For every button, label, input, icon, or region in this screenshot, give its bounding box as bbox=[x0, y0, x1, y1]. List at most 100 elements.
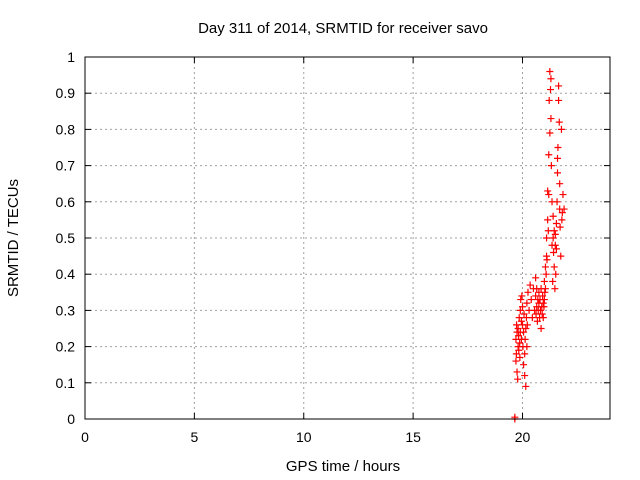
data-point bbox=[549, 277, 557, 285]
data-point bbox=[551, 241, 559, 249]
data-point bbox=[552, 245, 560, 253]
data-points bbox=[511, 67, 568, 423]
data-point bbox=[550, 263, 558, 271]
data-point bbox=[521, 335, 529, 343]
data-point bbox=[550, 248, 558, 256]
data-point bbox=[523, 321, 531, 329]
data-point bbox=[520, 310, 528, 318]
data-point bbox=[544, 227, 552, 235]
data-point bbox=[532, 310, 540, 318]
data-point bbox=[558, 216, 566, 224]
data-point bbox=[520, 328, 528, 336]
data-point bbox=[542, 270, 550, 278]
x-tick-label: 0 bbox=[81, 429, 89, 445]
data-point bbox=[523, 299, 531, 307]
data-point bbox=[539, 299, 547, 307]
data-point bbox=[550, 227, 558, 235]
data-point bbox=[533, 317, 541, 325]
data-point bbox=[551, 285, 559, 293]
data-point bbox=[518, 292, 526, 300]
data-point bbox=[522, 314, 530, 322]
y-axis-label: SRMTID / TECUs bbox=[5, 179, 22, 297]
data-point bbox=[532, 292, 540, 300]
data-point bbox=[515, 346, 523, 354]
grid-lines bbox=[85, 57, 610, 419]
data-point bbox=[554, 144, 562, 151]
data-point bbox=[513, 321, 521, 329]
data-point bbox=[540, 303, 548, 311]
data-point bbox=[557, 252, 565, 260]
data-point bbox=[517, 317, 525, 325]
x-tick-label: 15 bbox=[405, 429, 421, 445]
x-tick-label: 10 bbox=[296, 429, 312, 445]
data-point bbox=[541, 285, 549, 293]
y-tick-label: 0 bbox=[67, 411, 75, 427]
data-point bbox=[547, 75, 555, 83]
data-point bbox=[543, 234, 551, 242]
data-point bbox=[527, 296, 535, 304]
data-point bbox=[560, 205, 568, 213]
data-point bbox=[546, 67, 554, 75]
data-point bbox=[559, 191, 567, 199]
data-point bbox=[547, 86, 554, 94]
y-tick-label: 0.8 bbox=[56, 121, 76, 137]
data-point bbox=[547, 115, 555, 123]
data-point bbox=[546, 129, 554, 137]
data-point bbox=[515, 314, 523, 322]
data-point bbox=[540, 296, 548, 304]
data-point bbox=[522, 325, 530, 332]
x-tick-label: 5 bbox=[190, 429, 198, 445]
data-point bbox=[516, 339, 524, 347]
data-point bbox=[521, 350, 529, 358]
data-point bbox=[543, 256, 551, 264]
data-point bbox=[552, 270, 560, 278]
data-point bbox=[544, 187, 552, 195]
data-point bbox=[522, 382, 530, 390]
data-point bbox=[556, 180, 564, 188]
data-point bbox=[552, 220, 560, 228]
data-point bbox=[539, 314, 547, 322]
data-point bbox=[541, 288, 549, 296]
data-point bbox=[540, 277, 548, 285]
y-tick-label: 0.2 bbox=[56, 339, 76, 355]
y-tick-label: 0.1 bbox=[56, 375, 76, 391]
data-point bbox=[512, 357, 520, 365]
data-point bbox=[512, 350, 520, 358]
data-point bbox=[555, 82, 563, 90]
data-point bbox=[517, 296, 525, 304]
y-tick-label: 0.7 bbox=[56, 158, 76, 174]
data-point bbox=[526, 281, 534, 289]
y-tick-label: 0.3 bbox=[56, 302, 76, 318]
data-point bbox=[538, 310, 546, 318]
data-point bbox=[528, 314, 536, 322]
data-point bbox=[536, 306, 544, 314]
y-tick-label: 0.4 bbox=[56, 266, 76, 282]
data-point bbox=[532, 274, 540, 282]
data-point bbox=[521, 372, 529, 380]
axis-ticks: 00.10.20.30.40.50.60.70.80.910 5 10 15 20 bbox=[56, 49, 610, 445]
plot-frame bbox=[84, 56, 611, 420]
y-tick-label: 0.6 bbox=[56, 194, 76, 210]
data-point bbox=[555, 96, 563, 104]
data-point bbox=[539, 292, 547, 300]
data-point bbox=[551, 230, 559, 238]
data-point bbox=[555, 118, 563, 126]
data-point bbox=[520, 361, 528, 369]
data-point bbox=[519, 303, 526, 311]
data-point bbox=[545, 191, 553, 199]
data-point bbox=[553, 198, 561, 206]
data-point bbox=[516, 353, 524, 361]
y-tick-label: 1 bbox=[67, 49, 75, 65]
data-point bbox=[547, 162, 555, 170]
data-point bbox=[515, 332, 523, 340]
data-point bbox=[513, 368, 521, 376]
data-point bbox=[549, 234, 557, 242]
x-tick-label: 20 bbox=[515, 429, 531, 445]
data-point bbox=[511, 413, 519, 421]
data-point bbox=[514, 375, 522, 383]
x-axis-label: GPS time / hours bbox=[286, 458, 400, 475]
y-tick-label: 0.5 bbox=[56, 230, 76, 246]
data-point bbox=[516, 306, 524, 314]
data-point bbox=[556, 223, 564, 231]
